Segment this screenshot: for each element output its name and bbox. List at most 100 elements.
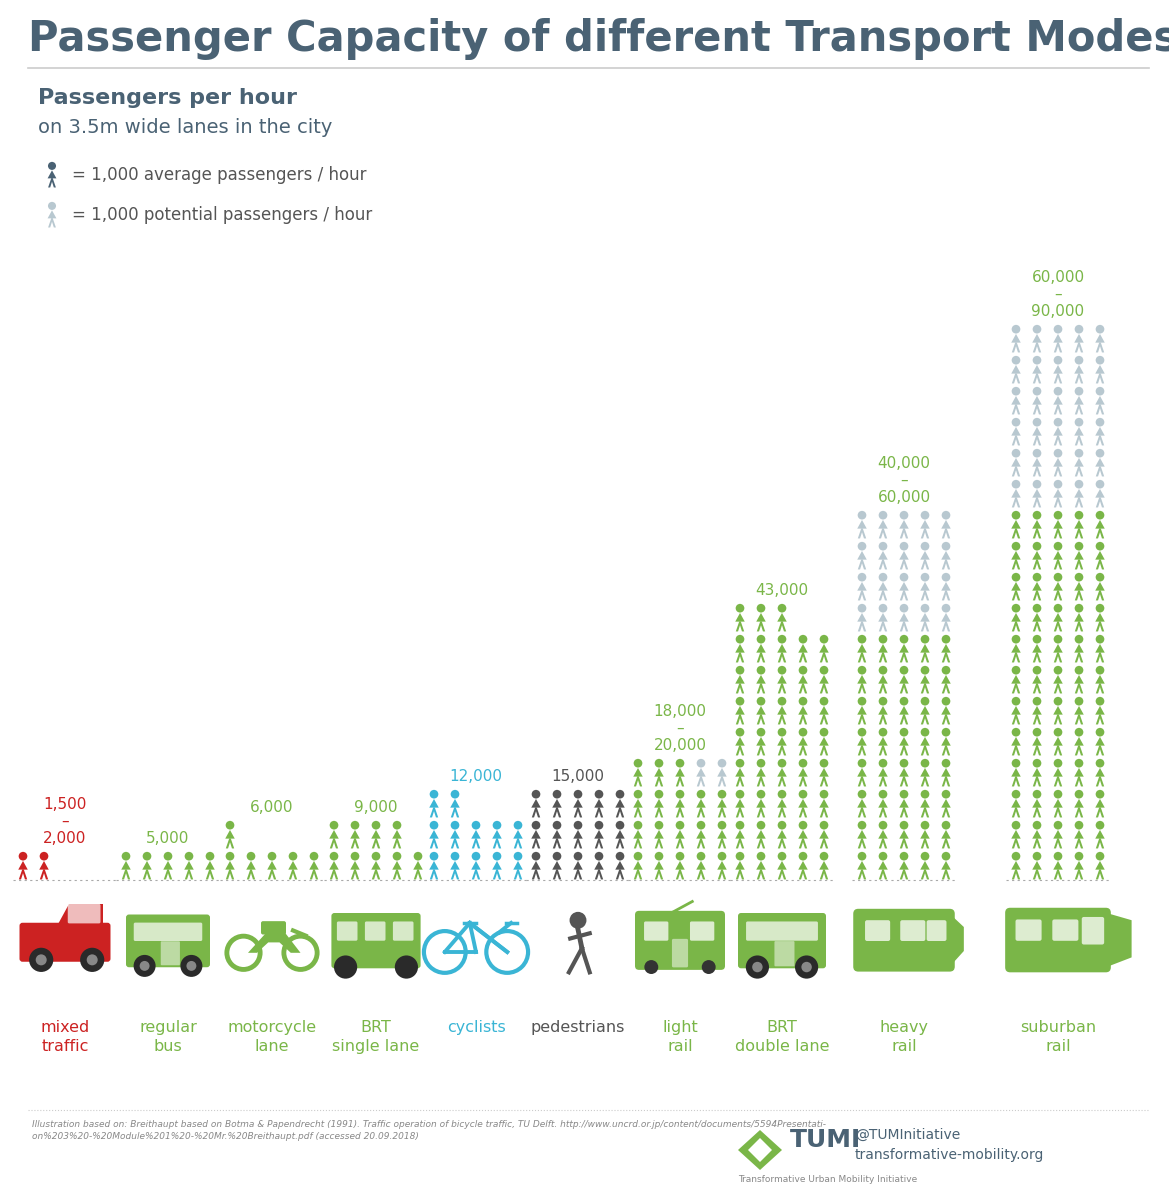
Circle shape xyxy=(1074,821,1084,829)
Circle shape xyxy=(1011,758,1021,768)
Circle shape xyxy=(226,852,234,860)
Circle shape xyxy=(1095,666,1105,674)
Polygon shape xyxy=(1099,776,1105,786)
Circle shape xyxy=(819,635,829,643)
Polygon shape xyxy=(1074,458,1084,467)
Polygon shape xyxy=(819,799,829,808)
Polygon shape xyxy=(777,860,787,870)
Polygon shape xyxy=(857,674,866,684)
Circle shape xyxy=(777,821,787,829)
Polygon shape xyxy=(1053,404,1059,414)
Polygon shape xyxy=(1015,559,1021,570)
Polygon shape xyxy=(1036,343,1042,353)
Polygon shape xyxy=(781,839,787,848)
Circle shape xyxy=(334,955,358,979)
Polygon shape xyxy=(756,860,766,870)
Polygon shape xyxy=(1011,799,1021,808)
Circle shape xyxy=(858,728,866,737)
Polygon shape xyxy=(372,870,378,880)
Polygon shape xyxy=(921,529,926,539)
Polygon shape xyxy=(676,808,682,817)
Polygon shape xyxy=(1012,776,1017,786)
Polygon shape xyxy=(777,737,787,745)
Text: Passengers per hour: Passengers per hour xyxy=(39,88,297,108)
Circle shape xyxy=(819,728,829,737)
Polygon shape xyxy=(902,745,908,756)
Polygon shape xyxy=(618,870,624,880)
Polygon shape xyxy=(777,706,787,715)
Circle shape xyxy=(858,572,866,582)
Polygon shape xyxy=(1011,860,1021,870)
Polygon shape xyxy=(756,613,766,622)
Polygon shape xyxy=(718,830,727,839)
Circle shape xyxy=(879,604,887,612)
Circle shape xyxy=(1032,449,1042,457)
Polygon shape xyxy=(920,674,929,684)
Polygon shape xyxy=(899,520,908,529)
Polygon shape xyxy=(1036,467,1042,476)
Circle shape xyxy=(1011,604,1021,612)
Polygon shape xyxy=(1036,590,1042,600)
Circle shape xyxy=(942,821,950,829)
Polygon shape xyxy=(1095,396,1105,404)
Polygon shape xyxy=(271,870,276,880)
Polygon shape xyxy=(1015,590,1021,600)
Polygon shape xyxy=(858,529,863,539)
Polygon shape xyxy=(798,706,808,715)
Polygon shape xyxy=(1095,830,1105,839)
Polygon shape xyxy=(945,590,950,600)
Circle shape xyxy=(644,960,658,974)
Polygon shape xyxy=(857,551,866,559)
Polygon shape xyxy=(1011,334,1021,343)
Polygon shape xyxy=(902,529,908,539)
Polygon shape xyxy=(292,870,297,880)
Polygon shape xyxy=(1078,373,1084,384)
Polygon shape xyxy=(1099,343,1105,353)
Polygon shape xyxy=(517,839,523,848)
Polygon shape xyxy=(1078,715,1084,725)
Polygon shape xyxy=(823,839,828,848)
Polygon shape xyxy=(945,776,950,786)
Polygon shape xyxy=(899,860,908,870)
Circle shape xyxy=(616,852,624,860)
Polygon shape xyxy=(858,622,863,631)
Circle shape xyxy=(655,852,663,860)
Polygon shape xyxy=(1095,745,1101,756)
Polygon shape xyxy=(634,808,639,817)
Circle shape xyxy=(1074,635,1084,643)
Polygon shape xyxy=(1032,622,1038,631)
Circle shape xyxy=(942,604,950,612)
Circle shape xyxy=(430,852,438,860)
Polygon shape xyxy=(556,808,561,817)
Polygon shape xyxy=(1057,467,1063,476)
Polygon shape xyxy=(1036,529,1042,539)
Polygon shape xyxy=(1032,674,1042,684)
Circle shape xyxy=(1053,480,1063,488)
Circle shape xyxy=(879,821,887,829)
Polygon shape xyxy=(1099,839,1105,848)
Polygon shape xyxy=(1078,590,1084,600)
Polygon shape xyxy=(860,529,866,539)
Polygon shape xyxy=(616,808,621,817)
Polygon shape xyxy=(19,870,25,880)
Polygon shape xyxy=(858,745,863,756)
Polygon shape xyxy=(430,870,435,880)
Polygon shape xyxy=(615,860,624,870)
Polygon shape xyxy=(881,590,887,600)
Polygon shape xyxy=(777,839,783,848)
Polygon shape xyxy=(798,745,804,756)
Polygon shape xyxy=(248,930,300,953)
Polygon shape xyxy=(879,653,884,662)
Polygon shape xyxy=(1099,653,1105,662)
Circle shape xyxy=(1053,697,1063,706)
Polygon shape xyxy=(1099,373,1105,384)
Circle shape xyxy=(879,758,887,768)
Polygon shape xyxy=(1074,870,1080,880)
Polygon shape xyxy=(739,870,745,880)
Polygon shape xyxy=(1053,613,1063,622)
Circle shape xyxy=(942,511,950,520)
Circle shape xyxy=(1032,758,1042,768)
Polygon shape xyxy=(1078,498,1084,508)
Polygon shape xyxy=(902,870,908,880)
Polygon shape xyxy=(597,839,603,848)
